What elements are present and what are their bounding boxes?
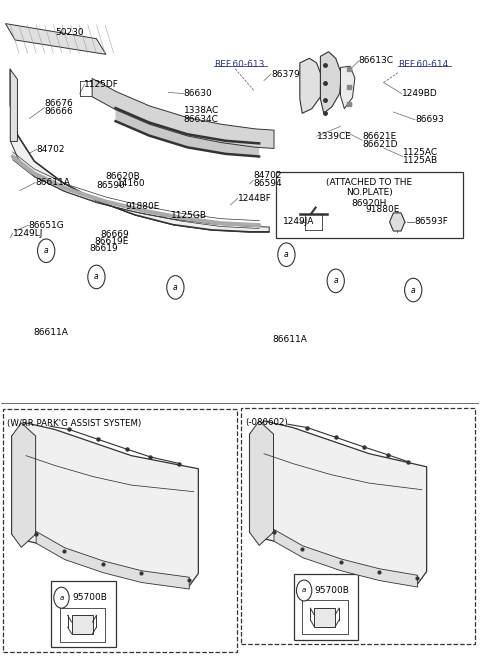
Text: (ATTACHED TO THE: (ATTACHED TO THE <box>326 178 412 187</box>
Polygon shape <box>5 24 106 54</box>
Text: 86594: 86594 <box>253 180 282 188</box>
Text: 86619: 86619 <box>89 244 118 253</box>
Polygon shape <box>250 421 274 545</box>
Polygon shape <box>250 421 427 584</box>
Polygon shape <box>12 423 36 547</box>
Text: 86666: 86666 <box>45 107 73 116</box>
Text: (W/RR PARK'G ASSIST SYSTEM): (W/RR PARK'G ASSIST SYSTEM) <box>7 419 141 428</box>
Text: 1249LJ: 1249LJ <box>12 228 43 237</box>
Text: 1339CE: 1339CE <box>317 132 351 140</box>
Text: 1244BF: 1244BF <box>238 194 272 203</box>
Polygon shape <box>321 52 341 113</box>
Text: a: a <box>44 246 48 255</box>
Bar <box>294 574 358 640</box>
Text: 1249JA: 1249JA <box>283 217 315 226</box>
Text: 91880E: 91880E <box>125 203 159 211</box>
Text: 1125AB: 1125AB <box>403 156 438 165</box>
Circle shape <box>278 243 295 266</box>
Text: 86630: 86630 <box>183 89 212 98</box>
Text: 91880E: 91880E <box>365 205 400 214</box>
Text: a: a <box>302 588 306 594</box>
Text: a: a <box>411 285 416 295</box>
Text: 86379: 86379 <box>271 70 300 79</box>
Circle shape <box>167 276 184 299</box>
Text: 1249BD: 1249BD <box>402 89 438 98</box>
Text: a: a <box>284 250 289 259</box>
Text: 86634C: 86634C <box>183 115 218 125</box>
Text: 86651G: 86651G <box>28 220 64 230</box>
Text: 86693: 86693 <box>415 115 444 125</box>
Text: a: a <box>60 595 64 601</box>
Bar <box>51 581 116 647</box>
Text: a: a <box>173 283 178 292</box>
Polygon shape <box>300 58 323 113</box>
Circle shape <box>54 587 69 608</box>
Bar <box>302 600 348 634</box>
Text: 95700B: 95700B <box>315 586 349 595</box>
Bar <box>314 608 335 626</box>
Circle shape <box>37 239 55 262</box>
Text: 86676: 86676 <box>45 99 73 108</box>
Text: a: a <box>334 276 338 285</box>
Text: 84702: 84702 <box>36 145 65 154</box>
Polygon shape <box>340 66 355 109</box>
Text: a: a <box>94 272 99 281</box>
Text: 86920H: 86920H <box>351 199 387 208</box>
Text: REF.60-614: REF.60-614 <box>398 60 448 70</box>
Text: 84702: 84702 <box>253 171 282 180</box>
Bar <box>276 173 463 237</box>
Polygon shape <box>10 70 17 142</box>
Polygon shape <box>12 423 198 586</box>
Text: 1338AC: 1338AC <box>183 106 219 115</box>
Text: 50230: 50230 <box>56 28 84 37</box>
Text: 14160: 14160 <box>117 180 145 188</box>
Text: (-080602): (-080602) <box>245 419 288 427</box>
Text: 86669: 86669 <box>100 230 129 239</box>
Text: REF.60-613: REF.60-613 <box>214 60 264 70</box>
Text: 86613C: 86613C <box>359 56 394 66</box>
Text: 86611A: 86611A <box>273 335 307 344</box>
Text: 1125DF: 1125DF <box>84 80 120 89</box>
Text: 86593F: 86593F <box>414 217 448 226</box>
Text: 95700B: 95700B <box>72 593 107 602</box>
Bar <box>3 409 237 652</box>
Circle shape <box>297 580 312 601</box>
Text: 86621D: 86621D <box>362 140 397 148</box>
Bar <box>60 607 105 642</box>
Bar <box>72 615 93 634</box>
Text: 86590: 86590 <box>96 181 125 190</box>
Text: 86611A: 86611A <box>33 328 68 337</box>
Circle shape <box>327 269 344 293</box>
Text: 86621E: 86621E <box>362 132 396 140</box>
Text: 1125GB: 1125GB <box>170 211 206 220</box>
Polygon shape <box>390 213 405 231</box>
Text: 86611A: 86611A <box>35 178 70 187</box>
Text: 86620B: 86620B <box>105 172 140 180</box>
Text: 1125AC: 1125AC <box>403 148 438 157</box>
Text: NO.PLATE): NO.PLATE) <box>346 188 393 197</box>
Circle shape <box>405 278 422 302</box>
Circle shape <box>88 265 105 289</box>
Text: 86619E: 86619E <box>95 237 129 246</box>
Bar <box>241 408 476 644</box>
